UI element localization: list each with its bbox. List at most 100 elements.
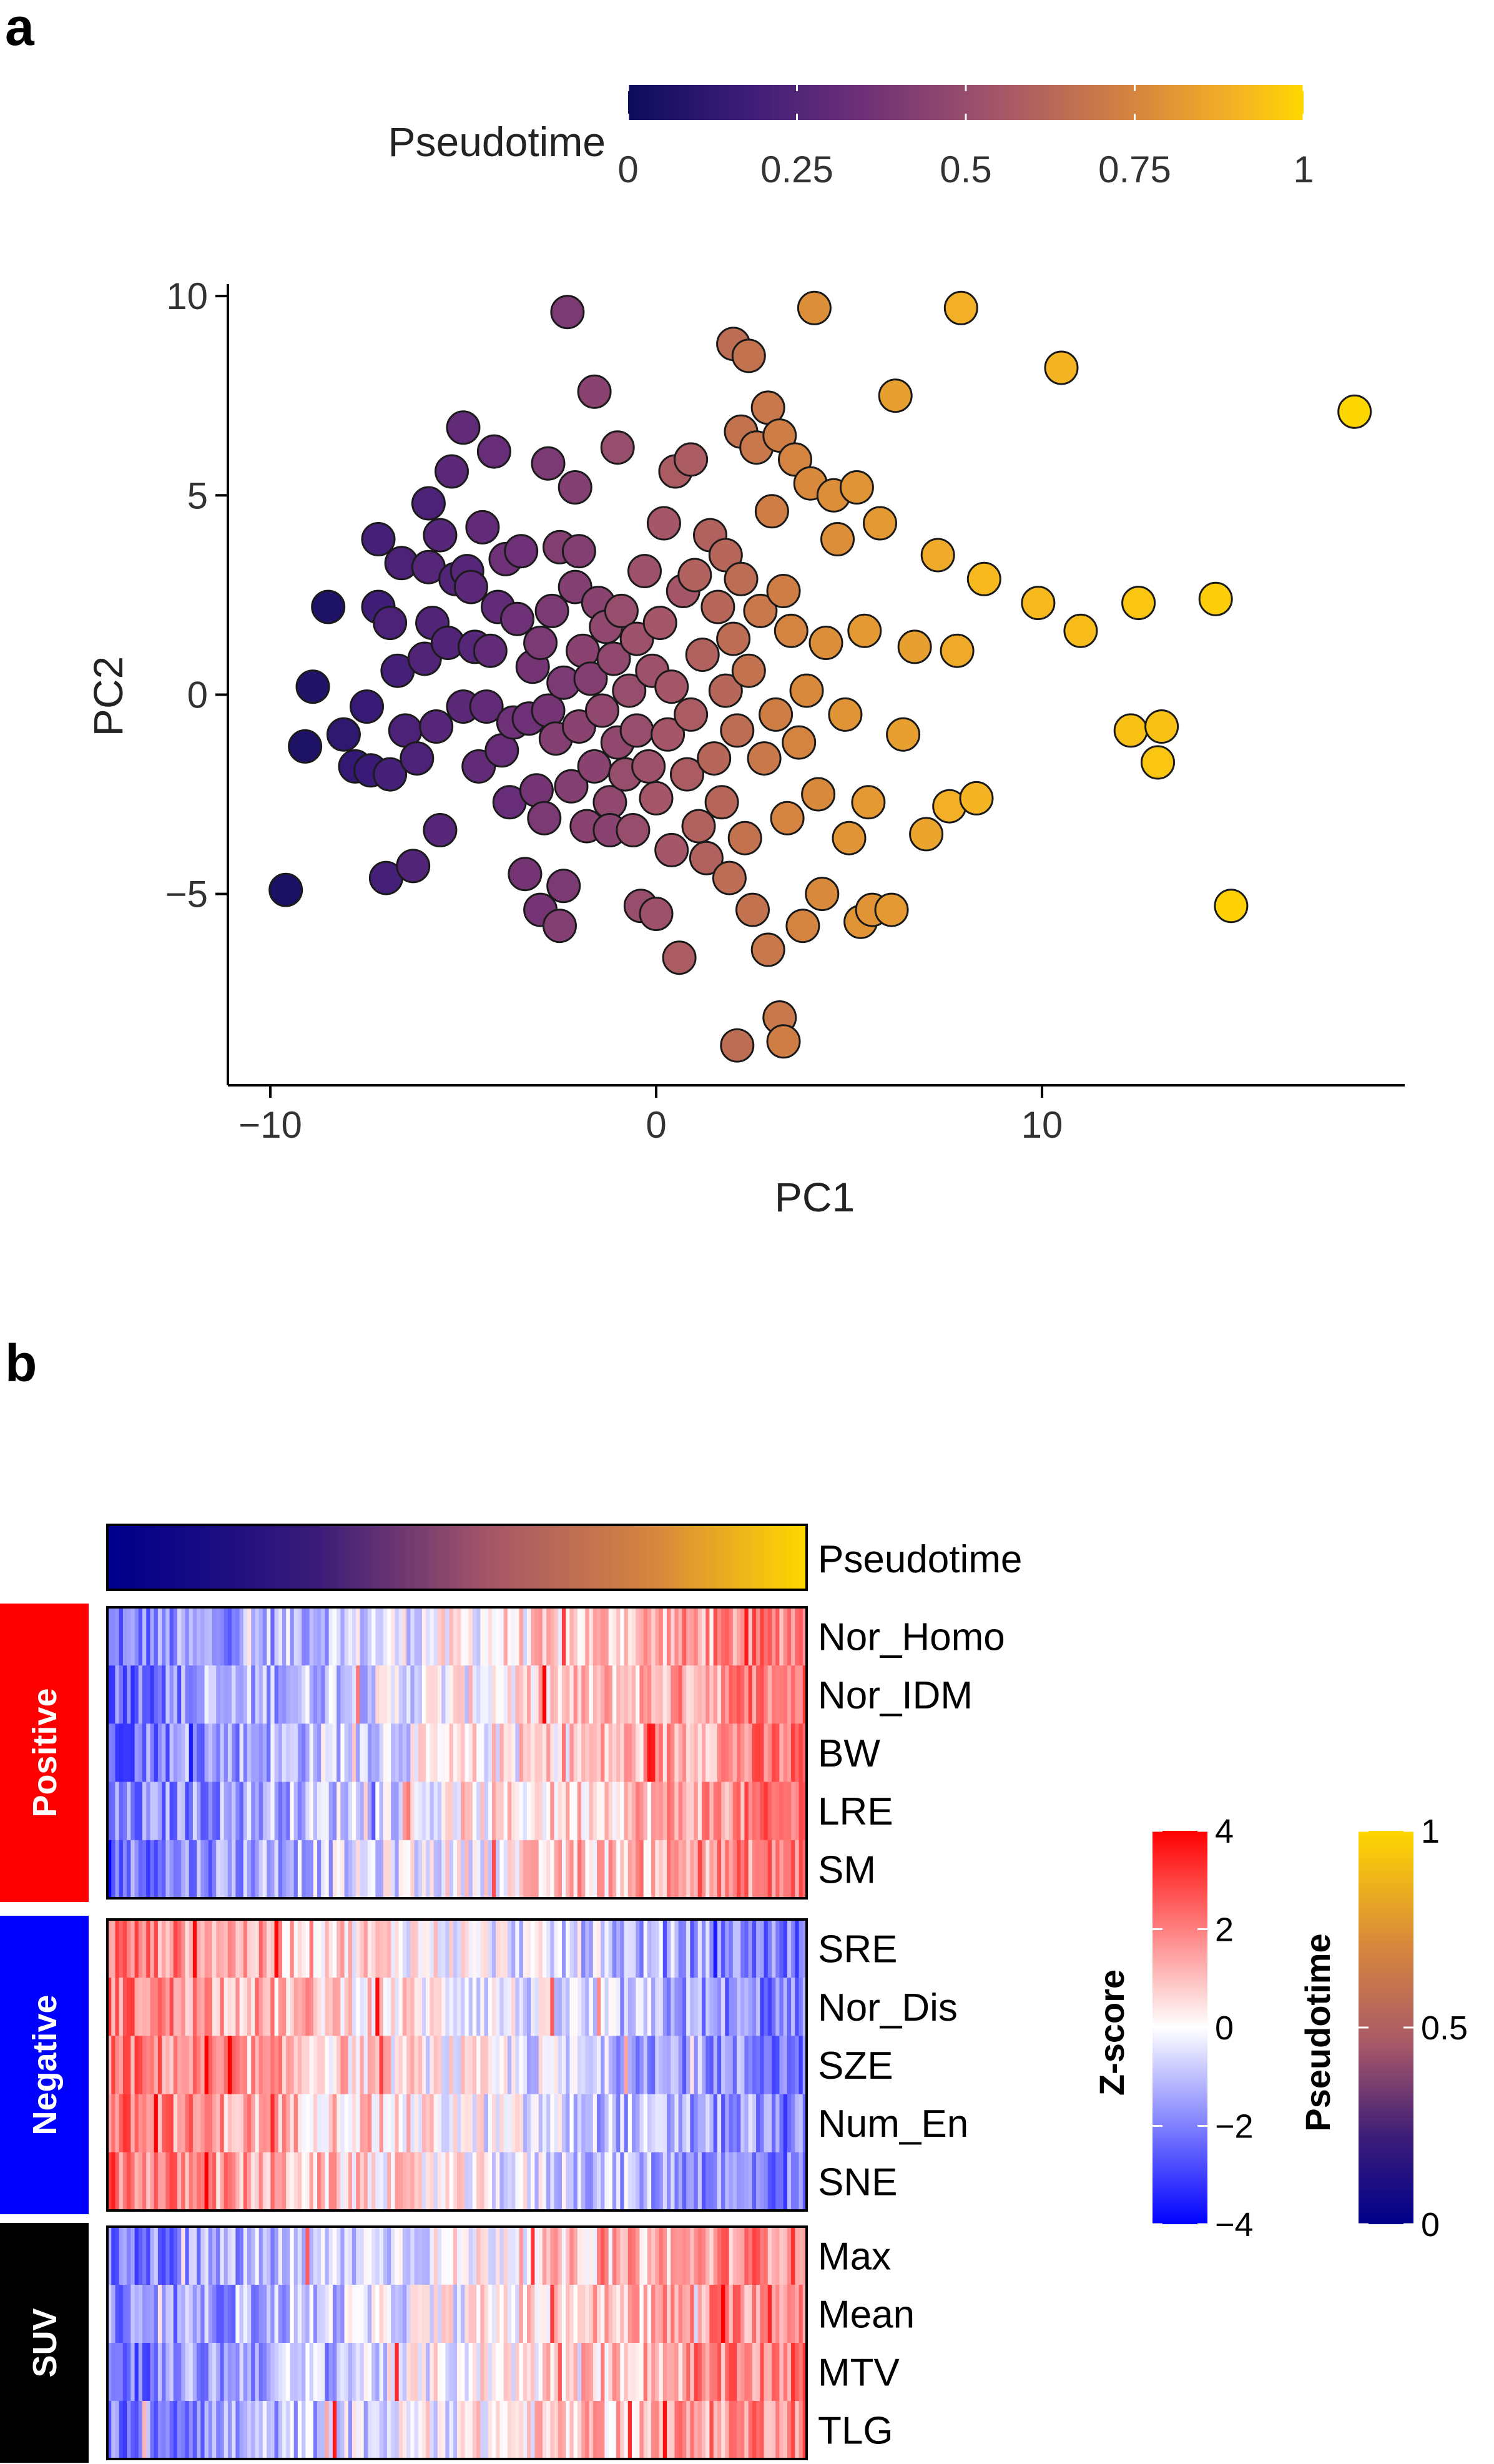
heatmap-cell (169, 1723, 174, 1783)
heatmap-cell (262, 2152, 267, 2211)
heatmap-cell (367, 2343, 372, 2402)
heatmap-cell (367, 1781, 372, 1841)
annotation-bar-cell (422, 1525, 426, 1590)
heatmap-cell (119, 2152, 124, 2211)
heatmap-cell (317, 2343, 322, 2402)
heatmap-cell (702, 2343, 706, 2402)
heatmap-cell (177, 1840, 182, 1899)
heatmap-cell (309, 2094, 314, 2153)
heatmap-cell (267, 1919, 271, 1978)
heatmap-cell (321, 1607, 326, 1666)
x-axis-ticks: −10 0 10 (238, 1085, 1063, 1146)
heatmap-cell (398, 1781, 403, 1841)
heatmap-cell (740, 2343, 745, 2402)
heatmap-cell (546, 2094, 551, 2153)
heatmap-cell (309, 2036, 314, 2095)
heatmap-cell (212, 2285, 217, 2343)
heatmap-cell (468, 1978, 473, 2036)
heatmap-cell (585, 2401, 590, 2460)
heatmap-cell (212, 2094, 217, 2153)
heatmap-cell (636, 2152, 641, 2211)
heatmap-cell (678, 2285, 683, 2343)
heatmap-cell (616, 1840, 621, 1899)
heatmap-cell (297, 1919, 302, 1978)
scatter-point (720, 713, 755, 748)
heatmap-cell (550, 1781, 555, 1841)
annotation-bar-cell (717, 1525, 722, 1590)
heatmap-cell (597, 1723, 601, 1783)
heatmap-cell (627, 1919, 632, 1978)
heatmap-cell (740, 2227, 745, 2285)
heatmap-cell (659, 1723, 664, 1783)
heatmap-cell (146, 1607, 151, 1666)
heatmap-cell (270, 2227, 275, 2285)
heatmap-cell (744, 1781, 749, 1841)
heatmap-cell (558, 2094, 563, 2153)
heatmap-cell (496, 2285, 501, 2343)
heatmap-cell (697, 1978, 702, 2036)
heatmap-cell (717, 2401, 722, 2460)
heatmap-cell (647, 1781, 652, 1841)
heatmap-cell (321, 1781, 326, 1841)
scatter-point (654, 832, 689, 867)
heatmap-cell (363, 1723, 368, 1783)
annotation-bar-cell (709, 1525, 714, 1590)
heatmap-cell (616, 1607, 621, 1666)
heatmap-cell (608, 1607, 613, 1666)
heatmap-cell (348, 2036, 353, 2095)
heatmap-cell (274, 1781, 279, 1841)
heatmap-cell (352, 2401, 356, 2460)
heatmap-cell (597, 2094, 601, 2153)
heatmap-cell (197, 1840, 201, 1899)
heatmap-cell (115, 2094, 120, 2153)
heatmap-cell (690, 2401, 695, 2460)
heatmap-cell (527, 1723, 531, 1783)
heatmap-cell (165, 2285, 170, 2343)
heatmap-cell (134, 1665, 139, 1724)
heatmap-cell (705, 1919, 710, 1978)
annotation-bar-cell (779, 1525, 784, 1590)
heatmap-cell (262, 2343, 267, 2402)
heatmap-cell (632, 2227, 636, 2285)
heatmap-cell (697, 1607, 702, 1666)
heatmap-cell (597, 1919, 601, 1978)
heatmap-cell (173, 2094, 178, 2153)
heatmap-cell (775, 2227, 780, 2285)
heatmap-cell (531, 2094, 536, 2153)
heatmap-cell (764, 1607, 769, 1666)
heatmap-cell (651, 1665, 656, 1724)
heatmap-cell (496, 2152, 501, 2211)
heatmap-cell (527, 1840, 531, 1899)
heatmap-cell (414, 2343, 419, 2402)
heatmap-cell (573, 2227, 578, 2285)
heatmap-cell (783, 2343, 788, 2402)
scatter-point (677, 558, 712, 593)
row-label: SNE (818, 2161, 897, 2204)
heatmap-cell (224, 1840, 229, 1899)
heatmap-cell (697, 2401, 702, 2460)
heatmap-cell (282, 1781, 287, 1841)
scatter-point (839, 470, 874, 505)
heatmap-cell (608, 1978, 613, 2036)
heatmap-cell (185, 2401, 190, 2460)
heatmap-cell (235, 2343, 240, 2402)
heatmap-cell (538, 2285, 543, 2343)
heatmap-cell (709, 1978, 714, 2036)
heatmap-cell (554, 2401, 559, 2460)
heatmap-cell (690, 1978, 695, 2036)
heatmap-cell (278, 1665, 283, 1724)
heatmap-cell (192, 1723, 197, 1783)
heatmap-cell (313, 2227, 318, 2285)
heatmap-cell (169, 2285, 174, 2343)
heatmap-cell (441, 2227, 446, 2285)
annotation-bar-cell (309, 1525, 314, 1590)
heatmap-cell (480, 2343, 485, 2402)
heatmap-cell (783, 1665, 788, 1724)
heatmap-cell (445, 1665, 450, 1724)
heatmap-cell (717, 1781, 722, 1841)
annotation-bar-cell (410, 1525, 415, 1590)
heatmap-cell (192, 1919, 197, 1978)
heatmap-cell (414, 2036, 419, 2095)
heatmap-cell (162, 2036, 166, 2095)
heatmap-cell (449, 1607, 454, 1666)
